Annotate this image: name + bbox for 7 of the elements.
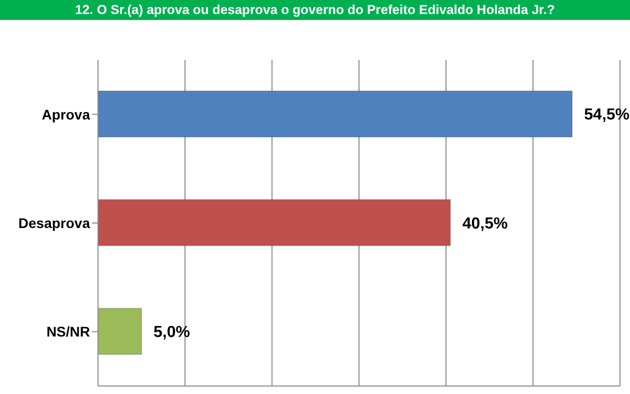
y-tick-label: Desaprova [18,214,90,231]
data-label: 5,0% [154,324,190,342]
y-tick-label: NS/NR [46,324,90,340]
chart-title: 12. O Sr.(a) aprova ou desaprova o governo do Prefeito Edivaldo Holanda Jr.? [0,0,630,20]
data-label: 54,5% [584,106,630,124]
y-tick-label: Aprova [42,106,90,122]
data-label: 40,5% [462,215,508,232]
